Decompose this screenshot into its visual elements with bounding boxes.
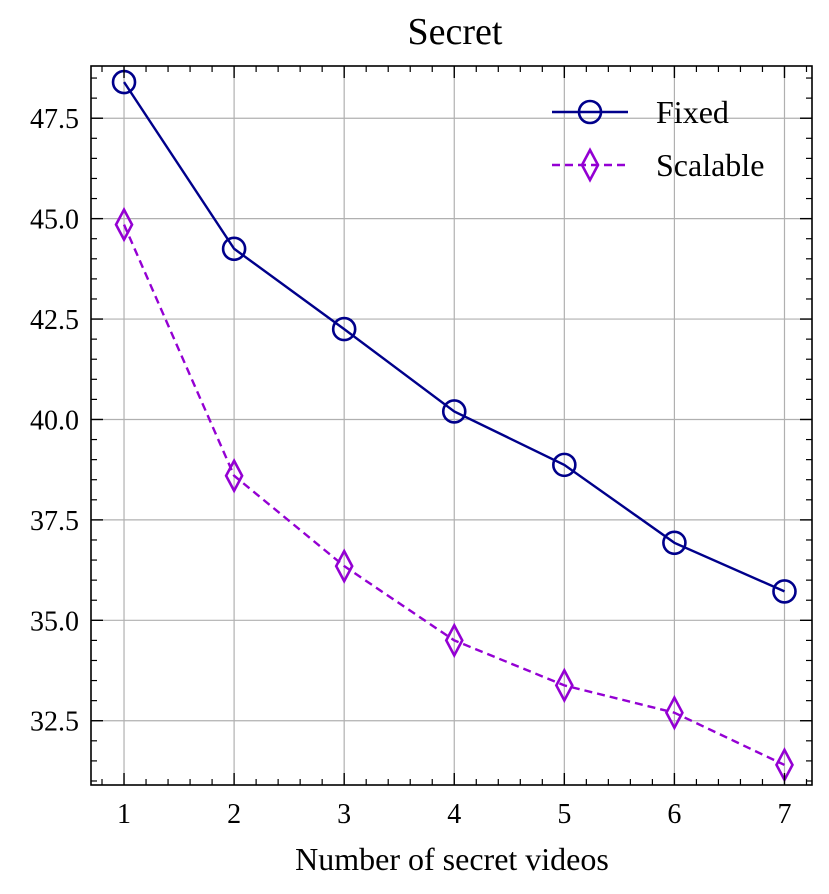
legend-marker <box>577 99 603 125</box>
data-point <box>664 694 684 731</box>
x-tick-label: 3 <box>337 799 351 830</box>
y-tick-label: 35.0 <box>30 606 79 637</box>
legend-marker <box>580 147 600 183</box>
x-tick-label: 1 <box>117 799 131 830</box>
axis-ticks <box>91 66 812 785</box>
series-fixed <box>111 69 797 604</box>
grid <box>91 66 812 785</box>
chart-title: Secret <box>408 11 503 53</box>
x-tick-label: 5 <box>557 799 571 830</box>
legend-label: Scalable <box>656 147 764 183</box>
y-tick-label: 45.0 <box>30 205 79 236</box>
data-point <box>662 530 687 556</box>
legend-label: Fixed <box>656 94 729 130</box>
data-point <box>334 548 354 584</box>
x-tick-label: 4 <box>447 799 461 830</box>
series-layer <box>111 69 797 783</box>
y-tick-label: 37.5 <box>30 506 79 537</box>
x-tick-label: 6 <box>667 799 681 830</box>
data-point <box>331 316 357 342</box>
plot-frame <box>90 65 813 786</box>
x-tick-labels: 1 2 3 4 5 6 7 <box>117 799 791 830</box>
y-tick-label: 40.0 <box>30 405 79 436</box>
data-point <box>772 579 797 604</box>
data-point <box>221 236 247 262</box>
data-point <box>552 452 577 478</box>
series-line <box>122 224 785 767</box>
data-point <box>224 457 244 494</box>
series-scalable <box>114 206 794 783</box>
y-tick-label: 32.5 <box>30 707 79 738</box>
x-axis-label: Number of secret videos <box>295 841 609 877</box>
legend: Fixed Scalable <box>552 94 764 183</box>
data-point <box>441 399 467 424</box>
x-tick-label: 7 <box>777 799 791 830</box>
series-line <box>123 81 785 593</box>
data-point <box>114 206 134 243</box>
x-tick-label: 2 <box>227 799 241 830</box>
y-tick-label: 42.5 <box>30 305 79 336</box>
y-tick-label: 47.5 <box>30 104 79 135</box>
data-point <box>444 622 464 659</box>
legend-item: Scalable <box>552 147 764 183</box>
data-point <box>554 667 574 704</box>
legend-item: Fixed <box>552 94 729 130</box>
y-tick-labels: 32.5 35.0 37.5 40.0 42.5 45.0 47.5 <box>30 104 79 738</box>
